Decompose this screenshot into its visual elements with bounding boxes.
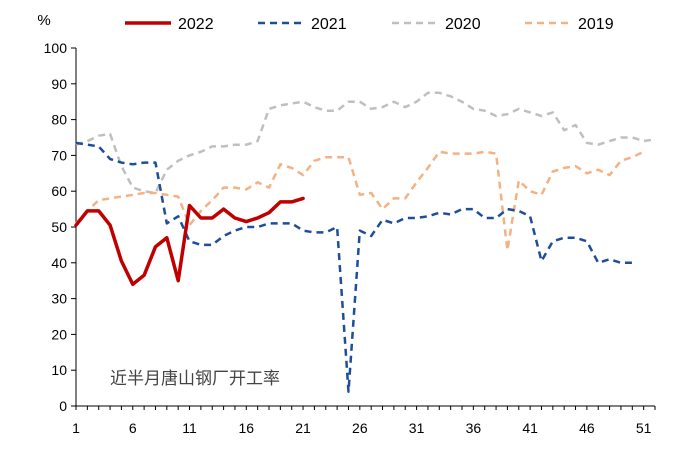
series-line-2021 <box>75 141 633 393</box>
y-tick-label: 50 <box>51 219 67 235</box>
x-tick-label: 51 <box>636 420 652 436</box>
series-line-2022 <box>74 196 305 287</box>
y-tick-label: 80 <box>51 112 67 128</box>
x-tick-label: 11 <box>182 420 197 436</box>
series-line-2020 <box>75 91 656 195</box>
x-tick-label: 31 <box>409 420 425 436</box>
legend-label-2021: 2021 <box>311 16 347 33</box>
x-tick-label: 41 <box>522 420 538 436</box>
chart-annotation: 近半月唐山钢厂开工率 <box>110 368 280 389</box>
y-tick-label: 60 <box>51 183 67 199</box>
y-tick-label: 40 <box>51 255 67 271</box>
legend-label-2019: 2019 <box>578 16 614 33</box>
series-line-2019 <box>75 150 645 252</box>
x-tick-label: 36 <box>466 420 482 436</box>
legend-label-2022: 2022 <box>178 16 214 33</box>
y-tick-label: 20 <box>51 326 67 342</box>
series-layer <box>74 91 656 393</box>
x-tick-label: 1 <box>72 420 80 436</box>
x-tick-label: 6 <box>129 420 137 436</box>
y-tick-label: 30 <box>51 291 67 307</box>
x-tick-label: 46 <box>579 420 595 436</box>
x-tick-label: 26 <box>352 420 368 436</box>
y-axis-unit-label: % <box>37 12 50 29</box>
x-tick-label: 21 <box>295 420 311 436</box>
y-tick-label: 0 <box>59 398 67 414</box>
y-tick-label: 10 <box>51 362 67 378</box>
y-tick-label: 100 <box>44 40 68 56</box>
legend-label-2020: 2020 <box>445 16 481 33</box>
x-tick-label: 16 <box>239 420 255 436</box>
y-tick-label: 90 <box>51 76 67 92</box>
y-tick-label: 70 <box>51 147 67 163</box>
legend: 2022 2021 2020 2019 <box>125 16 614 33</box>
